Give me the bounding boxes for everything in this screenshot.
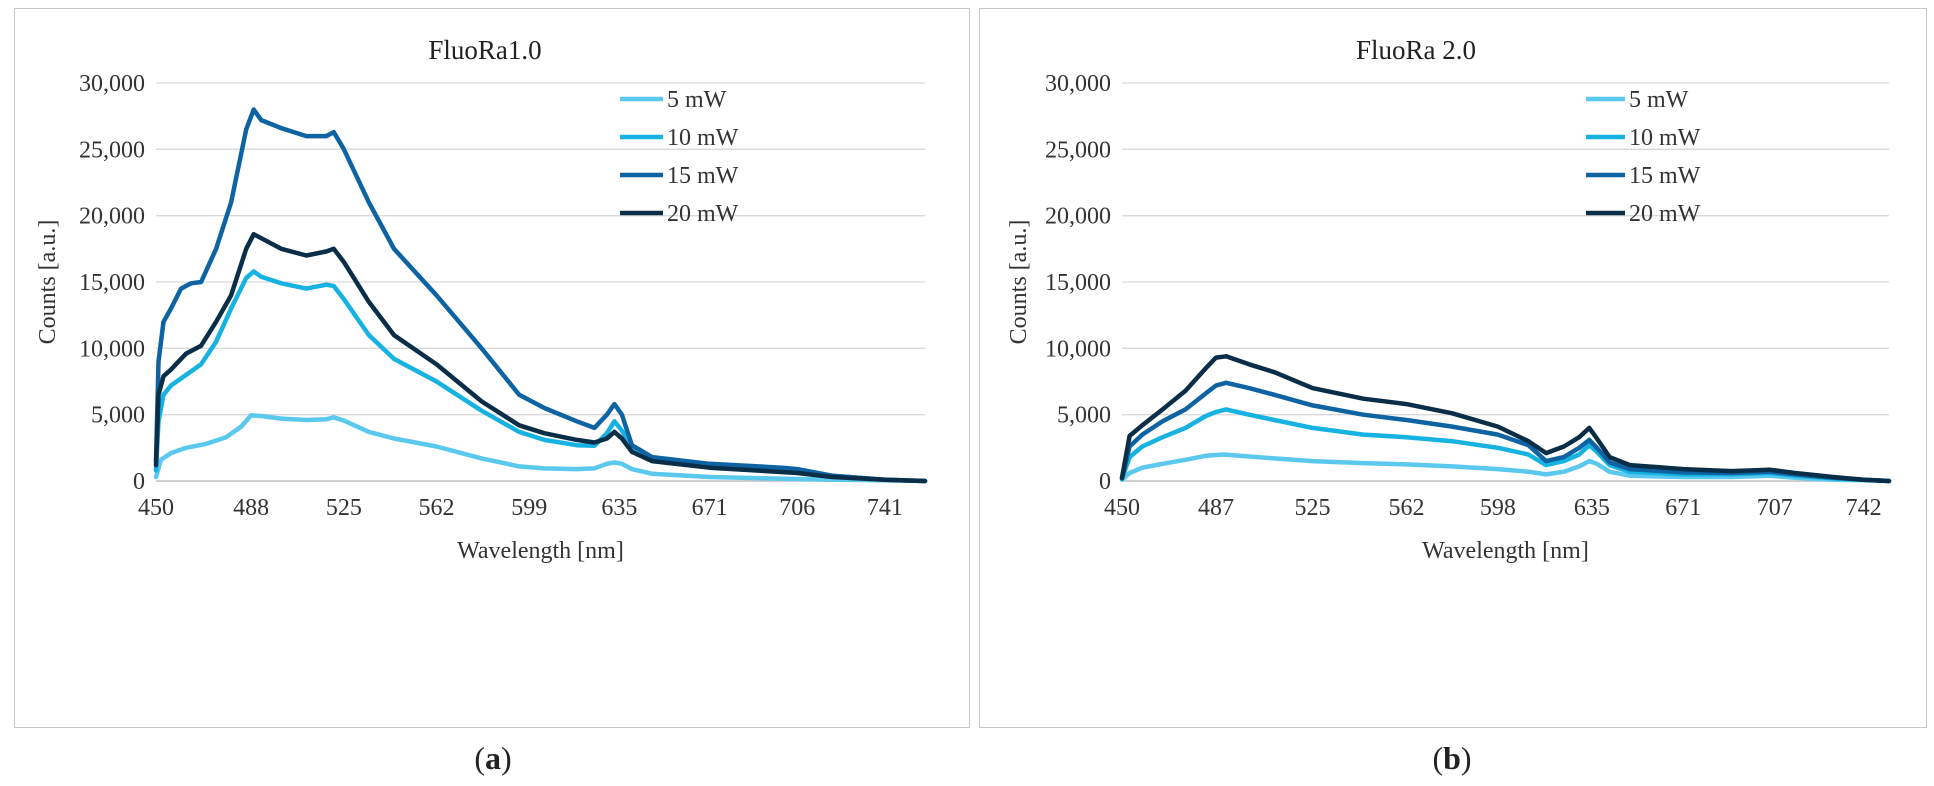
- legend-label-a-5-mw: 5 mW: [667, 87, 727, 113]
- chart-b: 0 5,000 10,000 15,000 20,000 25,000 30,000 450 4…: [980, 9, 1926, 727]
- y-tick-label-b-3: 15,000: [1045, 270, 1111, 296]
- y-tick-label-a-1: 5,000: [91, 403, 145, 429]
- x-tick-label-a-3: 562: [419, 495, 455, 521]
- y-tick-label-b-1: 5,000: [1057, 403, 1111, 429]
- legend-label-b-5-mw: 5 mW: [1629, 87, 1689, 113]
- x-tick-label-b-4: 598: [1480, 495, 1516, 521]
- x-tick-label-a-4: 599: [511, 495, 547, 521]
- legend-label-a-20-mw: 20 mW: [667, 201, 739, 227]
- x-tick-label-b-6: 671: [1665, 495, 1701, 521]
- y-tick-label-a-2: 10,000: [79, 336, 145, 362]
- legend-label-b-20-mw: 20 mW: [1629, 201, 1701, 227]
- legend-label-a-10-mw: 10 mW: [667, 125, 739, 151]
- x-tick-label-b-8: 742: [1846, 495, 1882, 521]
- x-axis-label-a: Wavelength [nm]: [457, 538, 624, 564]
- y-tick-label-a-4: 20,000: [79, 204, 145, 230]
- y-tick-label-b-2: 10,000: [1045, 336, 1111, 362]
- x-tick-label-a-8: 741: [867, 495, 903, 521]
- x-tick-label-b-0: 450: [1104, 495, 1140, 521]
- x-tick-label-b-7: 707: [1757, 495, 1793, 521]
- legend-label-b-15-mw: 15 mW: [1629, 163, 1701, 189]
- y-tick-label-b-5: 25,000: [1045, 137, 1111, 163]
- y-tick-label-a-3: 15,000: [79, 270, 145, 296]
- legend-label-a-15-mw: 15 mW: [667, 163, 739, 189]
- x-tick-label-a-1: 488: [233, 495, 269, 521]
- subfigure-label-a: (a): [463, 740, 523, 777]
- x-tick-label-b-5: 635: [1574, 495, 1610, 521]
- x-tick-label-a-7: 706: [779, 495, 815, 521]
- y-tick-label-a-6: 30,000: [79, 71, 145, 97]
- y-tick-label-b-4: 20,000: [1045, 204, 1111, 230]
- series-line-a-10-mw: [156, 271, 925, 481]
- y-tick-label-a-5: 25,000: [79, 137, 145, 163]
- y-tick-label-b-0: 0: [1099, 469, 1111, 495]
- y-axis-label-b: Counts [a.u.]: [1006, 220, 1032, 345]
- chart-panel-a: 0 5,000 10,000 15,000 20,000 25,000 30,000 450 4…: [14, 8, 970, 728]
- legend-label-b-10-mw: 10 mW: [1629, 125, 1701, 151]
- chart-panel-b: 0 5,000 10,000 15,000 20,000 25,000 30,000 450 4…: [979, 8, 1927, 728]
- x-tick-label-a-0: 450: [138, 495, 174, 521]
- x-tick-label-b-3: 562: [1388, 495, 1424, 521]
- chart-title-b: FluoRa 2.0: [1356, 35, 1476, 65]
- x-tick-label-b-2: 525: [1294, 495, 1330, 521]
- x-axis-label-b: Wavelength [nm]: [1422, 538, 1589, 564]
- y-tick-label-a-0: 0: [133, 469, 145, 495]
- y-tick-label-b-6: 30,000: [1045, 71, 1111, 97]
- series-line-a-15-mw: [156, 110, 925, 482]
- series-line-b-5-mw: [1122, 455, 1889, 482]
- x-tick-label-a-5: 635: [601, 495, 637, 521]
- series-line-a-20-mw: [156, 234, 925, 481]
- chart-a: 0 5,000 10,000 15,000 20,000 25,000 30,000 450 4…: [15, 9, 969, 727]
- x-tick-label-a-2: 525: [326, 495, 362, 521]
- subfigure-label-b: (b): [1422, 740, 1482, 777]
- series-line-b-20-mw: [1122, 356, 1889, 481]
- chart-title-a: FluoRa1.0: [428, 35, 541, 65]
- x-tick-label-b-1: 487: [1198, 495, 1234, 521]
- x-tick-label-a-6: 671: [692, 495, 728, 521]
- y-axis-label-a: Counts [a.u.]: [35, 220, 61, 345]
